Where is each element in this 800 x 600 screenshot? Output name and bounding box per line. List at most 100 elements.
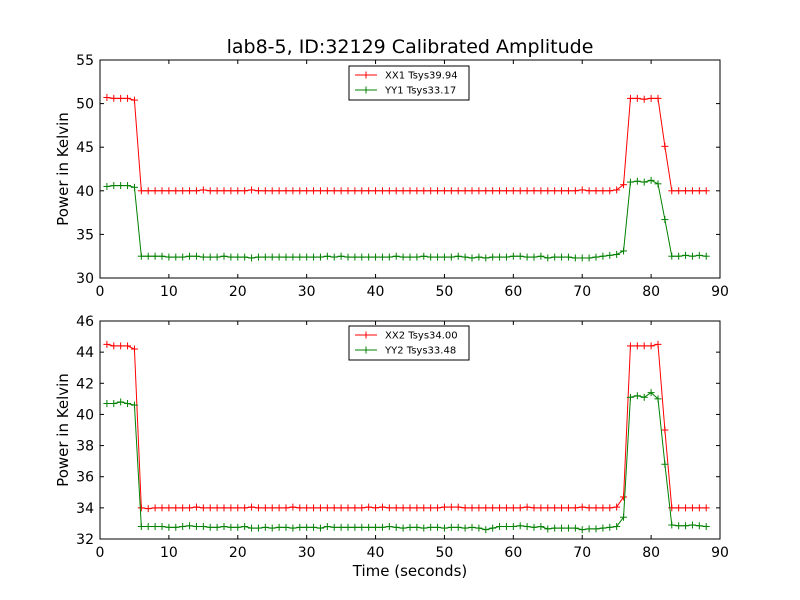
bottom-x-tick-label: 70	[573, 545, 591, 561]
data-point	[179, 504, 187, 512]
data-point	[447, 187, 455, 195]
data-point	[234, 187, 242, 195]
data-point	[310, 523, 318, 531]
data-point	[620, 181, 628, 189]
data-point	[378, 187, 386, 195]
data-point	[220, 523, 228, 531]
top-x-tick-label: 50	[436, 284, 454, 300]
data-point	[151, 252, 159, 260]
data-point	[530, 253, 538, 261]
top-x-tick-label: 80	[642, 284, 660, 300]
data-point	[289, 503, 297, 511]
data-point	[358, 523, 366, 531]
data-point	[502, 504, 510, 512]
top-x-tick-label: 30	[298, 284, 316, 300]
data-point	[482, 504, 490, 512]
data-point	[544, 525, 552, 533]
legend-label: XX1 Tsys39.94	[385, 71, 458, 82]
data-point	[275, 504, 283, 512]
data-point	[124, 400, 132, 408]
data-point	[227, 504, 235, 512]
data-point	[199, 253, 207, 261]
top-series-red	[103, 93, 710, 195]
data-point	[261, 253, 269, 261]
bottom-x-tick-label: 80	[642, 545, 660, 561]
data-point	[620, 493, 628, 501]
data-point	[468, 254, 476, 262]
data-point	[234, 253, 242, 261]
data-point	[124, 94, 132, 102]
data-point	[144, 252, 152, 260]
data-point	[468, 187, 476, 195]
data-point	[592, 253, 600, 261]
data-point	[158, 504, 166, 512]
data-point	[227, 253, 235, 261]
data-point	[130, 345, 138, 353]
data-point	[179, 187, 187, 195]
data-point	[633, 94, 641, 102]
data-point	[523, 523, 531, 531]
data-point	[206, 187, 214, 195]
data-point	[558, 524, 566, 532]
data-point	[599, 504, 607, 512]
data-point	[337, 523, 345, 531]
data-point	[323, 187, 331, 195]
data-point	[613, 523, 621, 531]
data-point	[268, 504, 276, 512]
top-panel: 0 10 20 30 40 50 60 70 80 90 30 35 40 45 50 55 Power in …	[54, 53, 729, 300]
data-point	[640, 342, 648, 350]
data-point	[475, 524, 483, 532]
data-point	[585, 504, 593, 512]
data-point	[344, 504, 352, 512]
data-point	[695, 251, 703, 259]
data-point	[654, 94, 662, 102]
data-point	[571, 504, 579, 512]
data-point	[502, 253, 510, 261]
data-point	[647, 389, 655, 397]
bottom-panel: 0 10 20 30 40 50 60 70 80 90 32 34 36 38 40 42 44 46 Power…	[54, 314, 729, 561]
data-point	[234, 504, 242, 512]
data-point	[103, 182, 111, 190]
data-point	[489, 253, 497, 261]
bottom-y-tick-label: 40	[76, 407, 94, 423]
data-point	[213, 187, 221, 195]
data-point	[351, 187, 359, 195]
data-point	[675, 187, 683, 195]
data-point	[199, 504, 207, 512]
data-point	[440, 524, 448, 532]
data-point	[213, 253, 221, 261]
data-point	[688, 252, 696, 260]
data-point	[351, 523, 359, 531]
bottom-y-tick-label: 36	[76, 470, 94, 486]
data-point	[578, 503, 586, 511]
data-point	[688, 187, 696, 195]
data-point	[110, 342, 118, 350]
data-point	[351, 504, 359, 512]
data-point	[516, 504, 524, 512]
data-point	[254, 253, 262, 261]
data-point	[668, 187, 676, 195]
data-point	[392, 504, 400, 512]
data-point	[585, 254, 593, 262]
data-point	[626, 94, 634, 102]
data-point	[461, 253, 469, 261]
data-point	[489, 504, 497, 512]
data-point	[392, 187, 400, 195]
data-point	[647, 176, 655, 184]
data-point	[475, 504, 483, 512]
data-point	[144, 187, 152, 195]
data-point	[254, 504, 262, 512]
data-point	[695, 522, 703, 530]
data-point	[117, 182, 125, 190]
data-point	[296, 504, 304, 512]
data-point	[179, 253, 187, 261]
data-point	[578, 254, 586, 262]
bottom-y-tick-label: 42	[76, 376, 94, 392]
data-point	[385, 504, 393, 512]
data-point	[502, 187, 510, 195]
data-point	[509, 504, 517, 512]
data-point	[578, 526, 586, 534]
data-point	[144, 523, 152, 531]
data-point	[509, 252, 517, 260]
top-y-axis-label: Power in Kelvin	[54, 112, 72, 226]
